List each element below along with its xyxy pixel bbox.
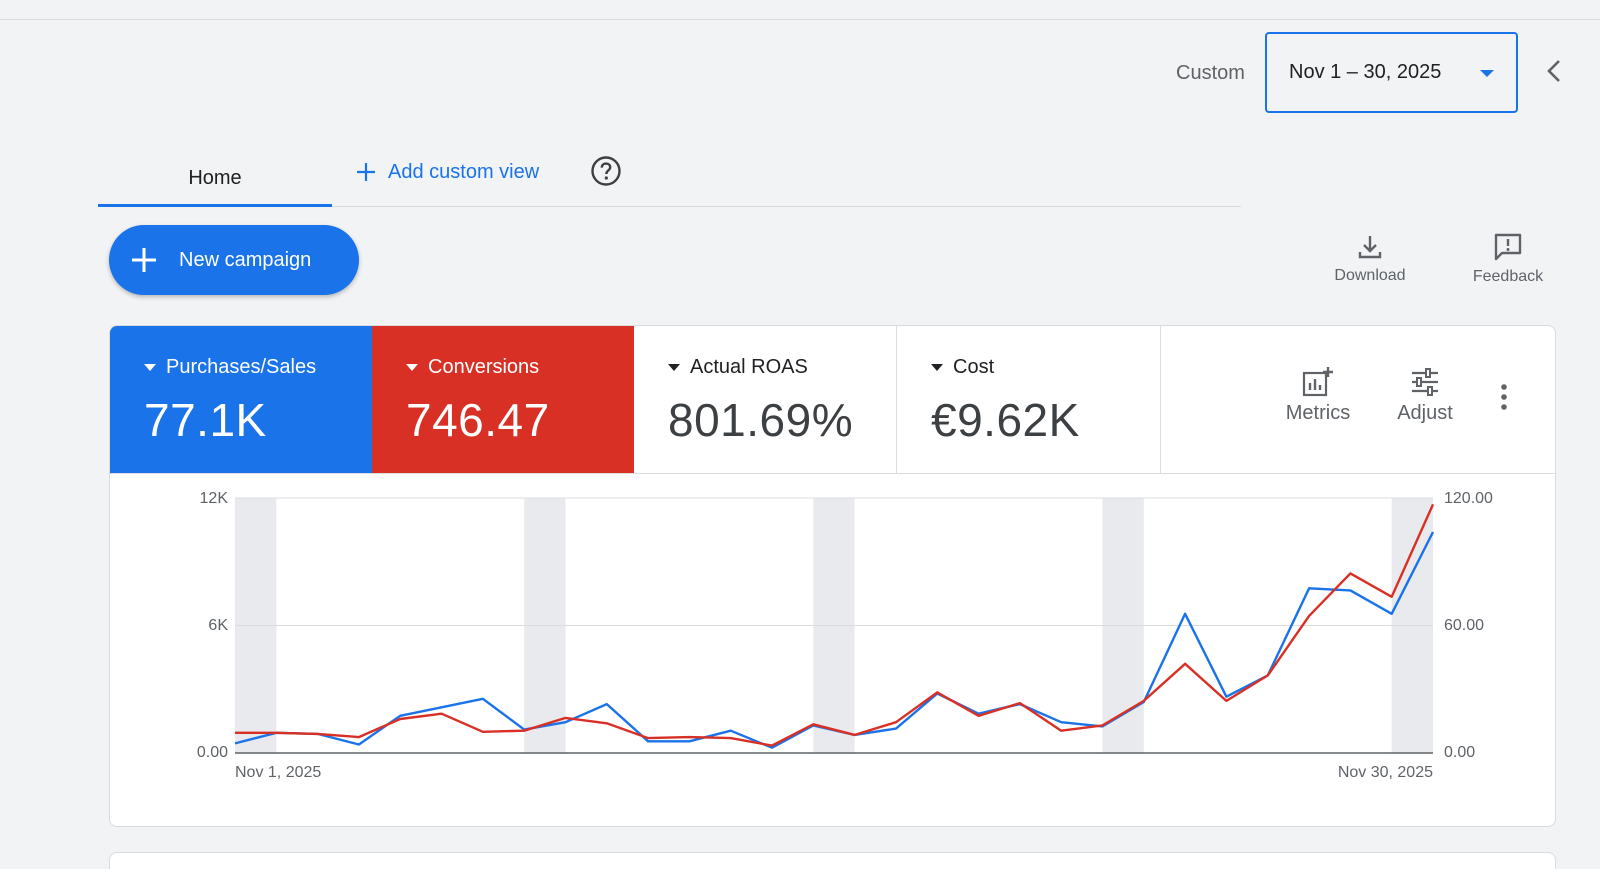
series-line-conversions [235, 503, 1435, 747]
tabs-divider [98, 206, 1241, 207]
metric-cost[interactable]: Cost €9.62K [897, 326, 1161, 473]
add-custom-view-label: Add custom view [388, 160, 540, 183]
tune-icon [1412, 368, 1438, 396]
right-axis-tick: 0.00 [1444, 744, 1475, 761]
plus-icon [357, 163, 375, 181]
feedback-button[interactable]: Feedback [1453, 232, 1563, 286]
download-button[interactable]: Download [1315, 233, 1425, 285]
adjust-button[interactable]: Adjust [1385, 366, 1465, 425]
more-options-icon[interactable] [1498, 382, 1510, 412]
metric-actual-roas[interactable]: Actual ROAS 801.69% [634, 326, 897, 473]
metrics-button[interactable]: Metrics [1278, 366, 1358, 425]
date-range-select[interactable]: Nov 1 – 30, 2025 [1265, 32, 1518, 113]
top-divider [0, 19, 1600, 20]
metric-value: 746.47 [406, 394, 550, 446]
date-range-label: Custom [1176, 62, 1245, 84]
help-icon[interactable] [590, 155, 622, 187]
metric-purchases-sales[interactable]: Purchases/Sales 77.1K [110, 326, 372, 473]
download-icon [1358, 236, 1382, 259]
chevron-left-icon[interactable] [1540, 56, 1570, 86]
left-axis-tick: 12K [200, 490, 229, 507]
left-axis-tick: 6K [208, 617, 228, 634]
metric-value: 801.69% [668, 394, 854, 446]
right-axis-tick: 60.00 [1444, 617, 1484, 634]
right-axis-tick: 120.00 [1444, 490, 1493, 507]
add-custom-view-button[interactable]: Add custom view [356, 156, 539, 188]
metric-label: Conversions [428, 356, 540, 378]
feedback-icon [1494, 233, 1522, 261]
x-axis-start-label: Nov 1, 2025 [235, 764, 321, 781]
performance-card: Purchases/Sales 77.1K Conversions 746.47… [109, 325, 1556, 827]
caret-down-icon [406, 364, 418, 371]
metrics-label: Metrics [1285, 402, 1351, 424]
metric-label: Purchases/Sales [166, 356, 317, 378]
performance-chart: 0.00 6K 12K 0.00 60.00 120.00 Nov 1, 202… [197, 490, 1493, 781]
secondary-card [109, 852, 1556, 869]
new-campaign-label: New campaign [179, 248, 312, 271]
left-axis-tick: 0.00 [197, 744, 228, 761]
feedback-label: Feedback [1472, 268, 1544, 285]
new-campaign-button[interactable]: New campaign [109, 225, 359, 295]
metric-label: Actual ROAS [690, 356, 808, 378]
metric-value: €9.62K [931, 394, 1080, 446]
chart-lines [234, 503, 1435, 749]
caret-down-icon [144, 364, 156, 371]
metric-label: Cost [953, 356, 995, 378]
caret-down-icon [931, 364, 943, 371]
caret-down-icon [1480, 70, 1494, 77]
adjust-label: Adjust [1397, 402, 1453, 424]
chart-gridlines [235, 497, 1433, 754]
tab-home-label: Home [188, 167, 242, 189]
download-label: Download [1334, 267, 1406, 284]
date-range-value: Nov 1 – 30, 2025 [1289, 61, 1442, 83]
plus-icon [132, 248, 156, 272]
caret-down-icon [668, 364, 680, 371]
card-divider [110, 473, 1555, 474]
metric-value: 77.1K [144, 394, 267, 446]
metrics-chart-icon [1302, 367, 1333, 397]
metric-conversions[interactable]: Conversions 746.47 [372, 326, 634, 473]
x-axis-end-label: Nov 30, 2025 [1338, 764, 1433, 781]
tab-home[interactable]: Home [98, 150, 332, 207]
